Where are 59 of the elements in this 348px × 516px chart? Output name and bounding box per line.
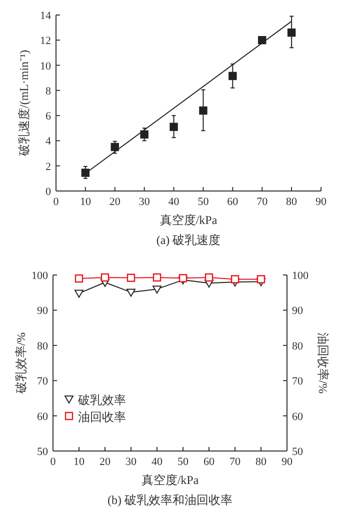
y2-axis-title: 油回收率/% bbox=[316, 332, 330, 394]
x-tick-label: 70 bbox=[256, 196, 268, 208]
x-tick-label: 60 bbox=[227, 196, 239, 208]
y-tick-label: 60 bbox=[37, 410, 48, 423]
x-axis-title: 真空度/kPa bbox=[141, 473, 200, 487]
y-tick-label: 50 bbox=[37, 446, 48, 458]
text: (a) 破乳速度 bbox=[156, 233, 221, 247]
y-tick-label: 70 bbox=[37, 376, 48, 388]
point bbox=[287, 28, 296, 37]
point bbox=[199, 106, 208, 115]
y-tick-label: 90 bbox=[37, 305, 48, 318]
y-axis-title: 破乳速度/(mL·min⁻¹) bbox=[17, 50, 31, 158]
x-tick-label: 10 bbox=[74, 456, 85, 468]
x-tick-label: 30 bbox=[138, 196, 150, 208]
point bbox=[258, 36, 266, 44]
y2-tick-label: 90 bbox=[292, 305, 304, 318]
x-tick-label: 80 bbox=[256, 456, 267, 468]
y-tick-label: 0 bbox=[46, 186, 52, 198]
x-tick-label: 80 bbox=[286, 196, 298, 208]
y-tick-label: 100 bbox=[32, 270, 48, 282]
point bbox=[126, 288, 136, 297]
text: (b) 破乳效率和油回收率 bbox=[108, 493, 232, 507]
point bbox=[81, 168, 90, 177]
legend-label: 油回收率 bbox=[78, 410, 126, 424]
point bbox=[228, 72, 237, 80]
x-tick-label: 50 bbox=[178, 456, 189, 468]
y-axis-title: 破乳效率/% bbox=[14, 332, 28, 395]
y2-tick-label: 70 bbox=[292, 376, 304, 388]
y-tick-label: 12 bbox=[40, 35, 51, 48]
y-tick-label: 14 bbox=[40, 10, 52, 22]
x-tick-label: 60 bbox=[204, 456, 215, 468]
x-tick-label: 70 bbox=[230, 456, 241, 468]
x-tick-label: 20 bbox=[109, 196, 121, 208]
x-tick-label: 40 bbox=[152, 456, 163, 468]
y2-tick-label: 80 bbox=[292, 340, 304, 352]
point bbox=[74, 290, 84, 298]
x-axis-title: 真空度/kPa bbox=[160, 213, 218, 227]
y-tick-label: 8 bbox=[46, 85, 52, 98]
point bbox=[140, 130, 148, 139]
x-tick-label: 0 bbox=[53, 196, 60, 208]
y-tick-label: 6 bbox=[46, 110, 52, 123]
legend-label: 破乳效率 bbox=[77, 393, 126, 407]
point bbox=[170, 122, 178, 131]
x-tick-label: 50 bbox=[198, 196, 210, 208]
y-tick-label: 10 bbox=[40, 60, 52, 72]
y2-tick-label: 60 bbox=[292, 410, 304, 423]
x-tick-label: 10 bbox=[80, 196, 92, 208]
point bbox=[152, 286, 162, 294]
y-tick-label: 80 bbox=[37, 340, 48, 352]
x-tick-label: 90 bbox=[316, 196, 327, 208]
y-tick-label: 4 bbox=[46, 136, 52, 148]
y2-tick-label: 50 bbox=[292, 446, 304, 458]
y-tick-label: 2 bbox=[46, 160, 51, 173]
x-tick-label: 30 bbox=[126, 456, 137, 468]
y2-tick-label: 100 bbox=[292, 270, 309, 282]
x-tick-label: 90 bbox=[282, 456, 293, 468]
x-tick-label: 40 bbox=[168, 196, 180, 208]
point bbox=[110, 142, 119, 152]
x-tick-label: 20 bbox=[100, 456, 111, 468]
